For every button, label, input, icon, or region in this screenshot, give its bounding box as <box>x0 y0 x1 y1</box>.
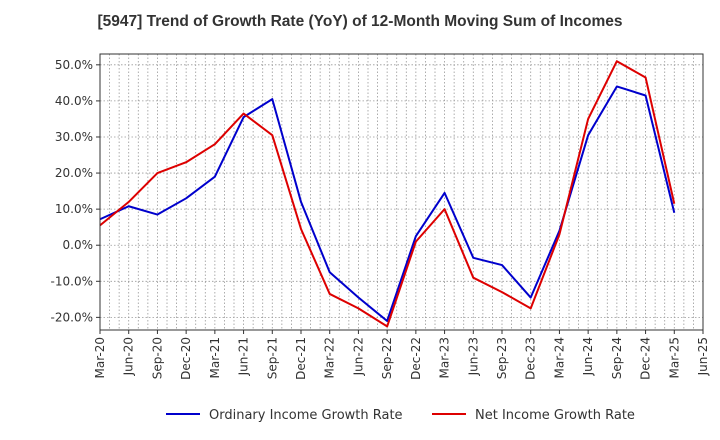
y-tick-label: -10.0% <box>51 274 93 288</box>
x-tick-label: Dec-22 <box>409 337 423 380</box>
x-tick-label: Mar-22 <box>323 337 337 378</box>
plot-area <box>99 53 704 331</box>
y-tick-label: -20.0% <box>51 310 93 324</box>
y-tick-label: 20.0% <box>55 166 93 180</box>
x-tick-label: Sep-22 <box>380 337 394 379</box>
x-tick-label: Jun-22 <box>351 337 365 376</box>
chart-title: [5947] Trend of Growth Rate (YoY) of 12-… <box>97 13 622 30</box>
x-tick-label: Sep-23 <box>495 337 509 379</box>
x-tick-label: Dec-23 <box>524 337 538 380</box>
x-tick-label: Dec-24 <box>639 337 653 380</box>
x-tick-label: Sep-20 <box>150 337 164 379</box>
x-tick-label: Mar-20 <box>93 337 107 378</box>
net-income-growth-rate-legend-label: Net Income Growth Rate <box>475 408 635 423</box>
x-tick-label: Sep-21 <box>265 337 279 379</box>
ordinary-income-growth-rate-line <box>99 85 676 322</box>
y-tick-label: 40.0% <box>55 94 93 108</box>
x-tick-label: Mar-24 <box>552 337 566 378</box>
x-tick-label: Dec-20 <box>179 337 193 380</box>
y-tick-label: 0.0% <box>63 238 94 252</box>
legend: Ordinary Income Growth Rate Net Income Gr… <box>166 408 635 423</box>
x-tick-label: Mar-23 <box>438 337 452 378</box>
x-tick-label: Mar-21 <box>208 337 222 378</box>
x-tick-label: Mar-25 <box>667 337 681 378</box>
grid <box>99 54 704 330</box>
y-tick-label: 10.0% <box>55 202 93 216</box>
x-tick-label: Jun-20 <box>122 337 136 376</box>
net-income-growth-rate-line <box>99 60 676 328</box>
y-axis: 50.0% 40.0% 30.0% 20.0% 10.0% 0.0% -10.0% -20.0… <box>51 58 100 324</box>
x-tick-label: Jun-24 <box>581 337 595 376</box>
x-tick-label: Dec-21 <box>294 337 308 380</box>
x-tick-label: Jun-21 <box>237 337 251 376</box>
y-tick-label: 50.0% <box>55 58 93 72</box>
ordinary-income-growth-rate-legend-label: Ordinary Income Growth Rate <box>209 408 403 423</box>
series-lines <box>99 60 676 328</box>
x-tick-label: Sep-24 <box>610 337 624 379</box>
y-tick-label: 30.0% <box>55 130 93 144</box>
x-tick-label: Jun-23 <box>466 337 480 376</box>
x-tick-label: Jun-25 <box>696 337 710 376</box>
x-axis: Mar-20 Jun-20 Sep-20 Dec-20 Mar-21 Jun-21 Sep-… <box>93 330 710 380</box>
